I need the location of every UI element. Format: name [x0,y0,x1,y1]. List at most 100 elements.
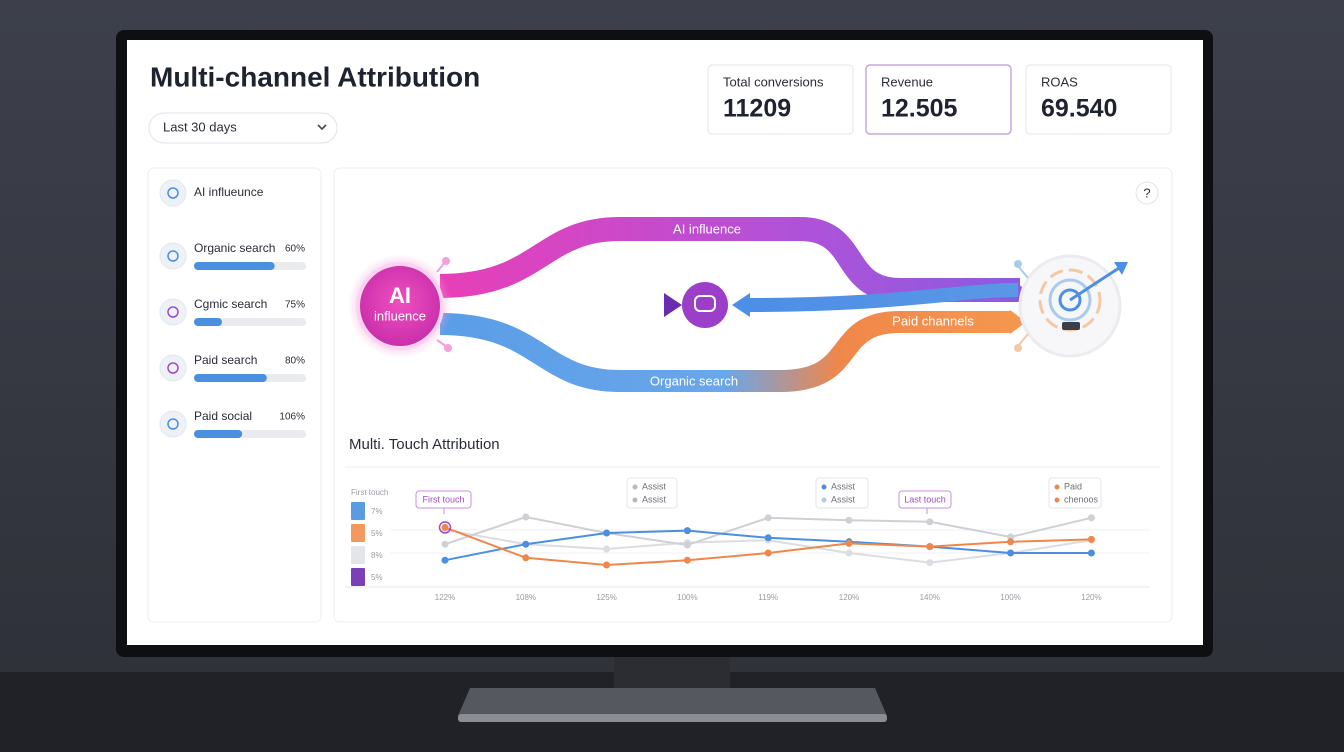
x-tick-label: 119% [758,593,778,602]
target-arrowhead [1114,262,1128,275]
channel-icon-glyph [167,418,179,430]
legend-label: 8% [371,551,383,560]
annotation-dot [632,484,638,490]
series-point [683,556,691,564]
channel-icon [159,179,187,207]
x-tick-label: 120% [839,593,859,602]
legend-swatch [351,502,365,520]
kpi-label: Revenue [881,74,933,89]
date-dropdown-label: Last 30 days [163,119,237,134]
channel-percent: 106% [279,412,305,423]
channel-percent: 80% [285,356,305,367]
target-base [1062,322,1080,330]
progress-bar [194,262,275,270]
x-tick-label: 100% [677,593,697,602]
flow-top-band [439,217,1020,302]
series-point [764,549,772,557]
hub-icon [694,295,716,312]
channel-name: Organic search [194,241,275,255]
annotation-text: Assist [642,481,667,491]
monitor-base [458,688,887,716]
source-label: AI [389,283,411,308]
channel-list: AI influeunce Organic search 60% Cgmic sear… [159,179,306,438]
channel-name: AI influeunce [194,185,264,199]
series-point [522,554,530,562]
progress-bar [194,318,222,326]
help-icon: ? [1143,185,1150,200]
channel-icon-glyph [167,250,179,262]
series-point [764,534,772,542]
series-point [683,541,691,549]
channel-name: Paid social [194,409,252,423]
legend-swatch [351,524,365,542]
node-dot [444,344,452,352]
flow-arrowhead [1010,310,1026,334]
annotation-box [815,477,869,509]
series-point [603,529,611,537]
channel-percent: 60% [285,244,305,255]
page-title: Multi-channel Attribution [150,61,480,92]
kpi-value: 11209 [723,95,791,123]
series-point [1087,535,1095,543]
dropdown-chevron [317,124,327,131]
series-point [683,527,691,535]
series-point [603,561,611,569]
source-label: influence [374,308,426,323]
legend-label: 5% [371,529,383,538]
x-tick-label: 120% [1081,593,1101,602]
x-tick-label: 100% [1000,593,1020,602]
legend-label: 5% [371,573,383,582]
line-chart: 7% 5% 8% 5% 122% 108% 125% 100% 119% 120% 140% 100%… [351,477,1102,602]
annotation-box [898,490,952,509]
annotation-dot [821,497,827,503]
annotation-dot [1054,497,1060,503]
legend-swatch [351,568,365,586]
x-tick-label: 122% [435,593,455,602]
series-point [522,513,530,521]
series-point [845,516,853,524]
x-tick-label: 108% [516,593,536,602]
help-button[interactable] [1135,181,1159,205]
series-point [1007,538,1015,546]
node-dot [442,257,450,265]
annotation-dot [821,484,827,490]
flow-diagram: AI influence AI influence Paid channels … [348,217,1128,392]
kpi-label: Total conversions [723,74,824,89]
channel-name: Cgmic search [194,297,267,311]
annotation-text: Assist [831,494,856,504]
annotation-dot [632,497,638,503]
series-point [441,540,449,548]
x-tick-label: 125% [596,593,616,602]
node-spoke [1017,265,1029,279]
x-tick-label: 140% [920,593,940,602]
kpi-value: 12.505 [881,95,958,123]
channel-icon [159,410,187,438]
series-point [1007,533,1015,541]
node-dot [1014,260,1022,268]
legend-swatch [351,546,365,564]
channel-icon [159,242,187,270]
series-point [845,549,853,557]
kpi-label: ROAS [1041,74,1078,89]
series-point [1007,549,1015,557]
series-point [926,543,934,551]
flow-label: Organic search [650,373,738,388]
channel-icon-glyph [167,306,179,318]
series-point [926,559,934,567]
series-point [441,523,449,531]
target-ring [1058,288,1082,312]
kpi-card [1025,64,1172,135]
date-dropdown[interactable] [148,112,338,144]
series-point [1087,549,1095,557]
node-dot [1014,344,1022,352]
highlight-ring [438,521,452,534]
hub-node [682,282,728,328]
series-point [522,540,530,548]
annotation-text: First touch [422,494,464,504]
kpi-card [865,64,1012,135]
channel-name: Paid search [194,353,257,367]
kpi-card [707,64,854,135]
chart-title: Multi. Touch Attribution [349,436,500,453]
flow-label: AI influence [673,221,741,236]
